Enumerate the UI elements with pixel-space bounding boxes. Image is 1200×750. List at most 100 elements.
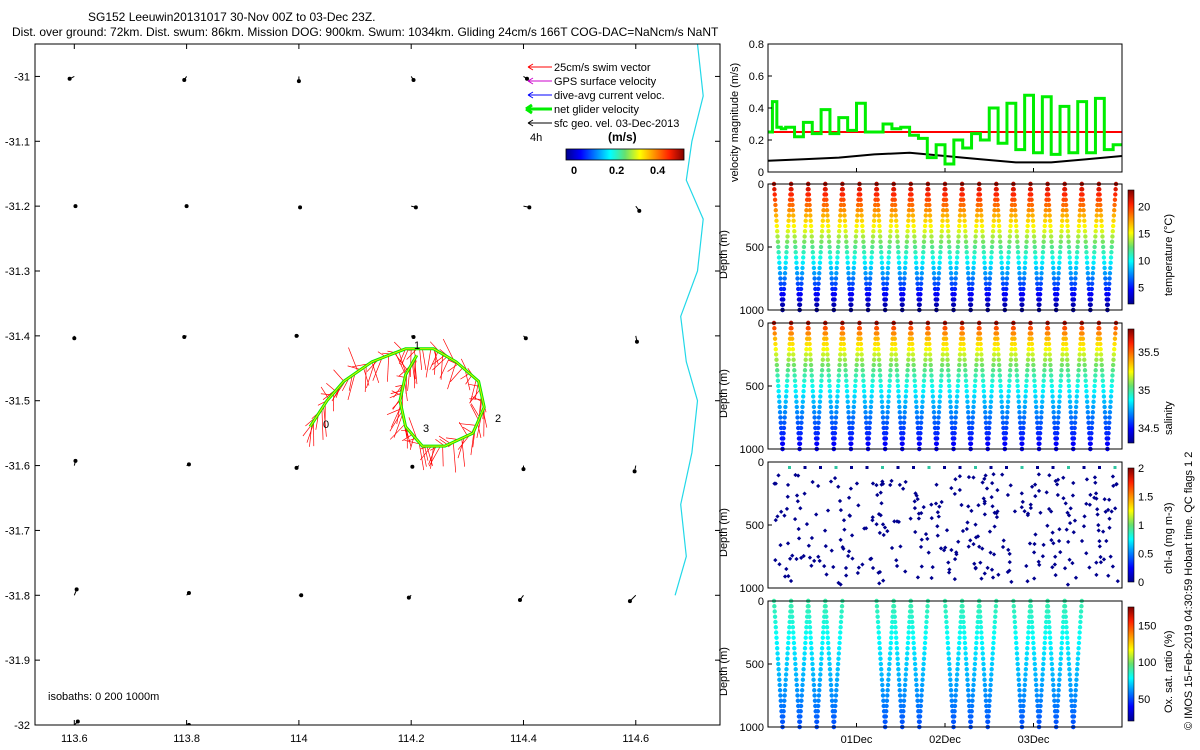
map-ytick-label: -31.9 (5, 655, 30, 667)
section-point (1041, 656, 1046, 661)
section-point (1082, 223, 1087, 229)
section-point (775, 514, 780, 519)
section-point (999, 265, 1005, 271)
section-point (814, 302, 820, 307)
section-point (962, 635, 967, 640)
section-point (1114, 482, 1119, 487)
section-point (773, 619, 778, 625)
section-point (1065, 223, 1070, 229)
section-point (836, 651, 842, 656)
section-point (852, 394, 857, 399)
swim-vector (431, 355, 446, 366)
section-point (1086, 415, 1091, 420)
section-point (930, 389, 935, 394)
section-ytick-label: 0 (758, 318, 764, 330)
section-point (946, 651, 951, 656)
swim-vector (422, 446, 427, 467)
map-ytick-label: -32 (14, 720, 30, 732)
section-point (1038, 703, 1043, 709)
section-point (1098, 554, 1103, 560)
section-point (796, 526, 801, 532)
section-point (855, 213, 860, 218)
section-point (1014, 651, 1020, 656)
section-point (1048, 223, 1053, 229)
map-ytick-label: -31.5 (5, 396, 30, 408)
section-point (996, 213, 1001, 218)
section-point (992, 619, 998, 625)
section-point (989, 250, 994, 255)
section-point (958, 466, 962, 469)
section-point (1024, 234, 1030, 239)
section-point (894, 563, 900, 569)
section-point (1046, 197, 1051, 202)
section-point (943, 614, 949, 619)
section-point (772, 336, 778, 341)
section-point (1034, 693, 1040, 698)
section-point (988, 271, 993, 276)
section-point (892, 331, 897, 336)
section-point (885, 693, 890, 698)
section-point (1077, 357, 1082, 362)
section-point (803, 635, 808, 640)
section-point (794, 688, 800, 693)
section-point (845, 404, 851, 410)
section-point (944, 352, 950, 357)
section-point (931, 265, 936, 271)
swim-vector (465, 375, 473, 385)
section-point (861, 389, 867, 394)
swim-vector (401, 348, 409, 366)
section-point (772, 481, 777, 486)
swim-vector (477, 422, 482, 438)
section-point (833, 693, 839, 698)
figure-title: SG152 Leeuwin20131017 30-Nov 00Z to 03-D… (88, 10, 376, 24)
section-point (884, 420, 890, 425)
section-point (1056, 404, 1062, 410)
section-point (832, 436, 837, 441)
section-point (923, 357, 928, 362)
section-point (803, 218, 808, 223)
section-point (953, 693, 958, 698)
section-point (923, 531, 929, 537)
section-point (1108, 554, 1113, 559)
section-point (791, 362, 797, 368)
section-point (990, 234, 995, 239)
section-point (1062, 326, 1068, 331)
section-point (1077, 347, 1083, 352)
velocity-series-line (768, 93, 1122, 166)
section-point (1084, 250, 1089, 255)
section-point (1027, 541, 1033, 546)
section-point (1033, 394, 1038, 399)
section-point (960, 336, 966, 341)
section-point (962, 223, 968, 229)
section-point (886, 399, 891, 404)
section-point (1064, 213, 1070, 218)
section-point (850, 415, 856, 420)
section-point (1008, 483, 1013, 488)
section-point (1056, 682, 1062, 688)
section-point (824, 347, 830, 352)
section-point (774, 362, 780, 368)
section-point (1058, 651, 1064, 656)
section-point (989, 667, 994, 672)
section-point (1064, 218, 1070, 223)
section-point (1020, 436, 1025, 441)
section-point (801, 244, 807, 250)
section-point (974, 357, 979, 362)
section-point (861, 250, 867, 255)
section-point (921, 250, 926, 255)
section-point (919, 537, 924, 542)
section-point (1076, 640, 1082, 646)
swim-vector (426, 446, 433, 466)
section-point (965, 688, 971, 693)
section-point (840, 326, 845, 331)
swim-vector (406, 348, 418, 360)
section-point (1077, 218, 1082, 223)
section-point (801, 389, 806, 394)
section-point (1110, 362, 1116, 368)
section-point (918, 420, 924, 425)
section-point (979, 635, 984, 640)
section-point (1092, 244, 1097, 250)
section-point (1058, 378, 1063, 383)
section-point (853, 244, 858, 250)
